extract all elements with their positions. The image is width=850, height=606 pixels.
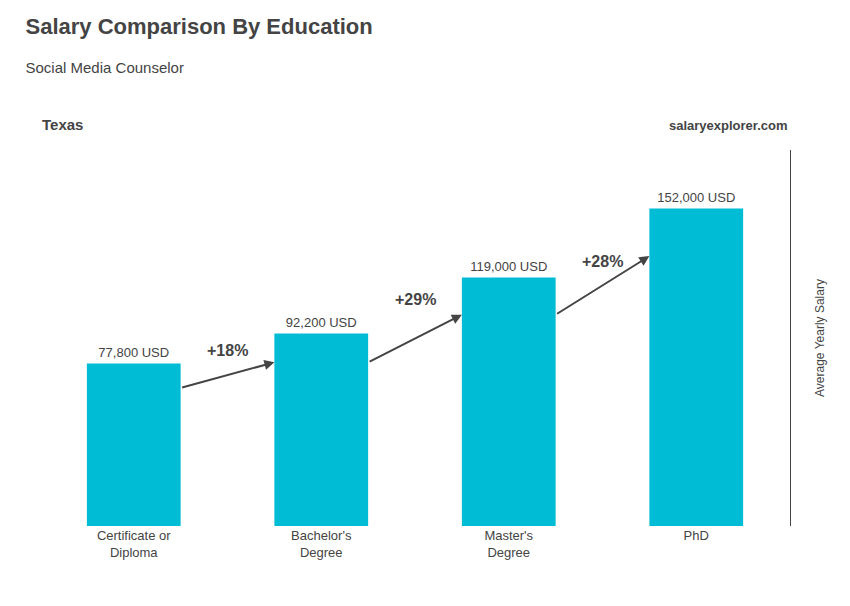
svg-text:Social Media Counselor: Social Media Counselor	[26, 59, 184, 76]
svg-text:Bachelor'sDegree: Bachelor'sDegree	[291, 528, 352, 560]
svg-text:PhD: PhD	[684, 528, 709, 543]
svg-text:Master'sDegree: Master'sDegree	[484, 528, 533, 560]
svg-text:+29%: +29%	[395, 291, 436, 308]
svg-text:Average Yearly Salary: Average Yearly Salary	[813, 279, 827, 397]
svg-text:77,800 USD: 77,800 USD	[98, 345, 169, 360]
svg-text:152,000 USD: 152,000 USD	[657, 190, 735, 205]
svg-text:salaryexplorer.com: salaryexplorer.com	[669, 118, 788, 133]
svg-text:119,000 USD: 119,000 USD	[470, 259, 547, 274]
svg-text:+18%: +18%	[207, 342, 248, 359]
svg-text:Certificate orDiploma: Certificate orDiploma	[97, 528, 171, 560]
svg-text:+28%: +28%	[582, 253, 623, 270]
svg-text:92,200 USD: 92,200 USD	[286, 315, 357, 330]
svg-text:Salary Comparison By Education: Salary Comparison By Education	[26, 14, 373, 39]
svg-text:Texas: Texas	[42, 116, 83, 133]
